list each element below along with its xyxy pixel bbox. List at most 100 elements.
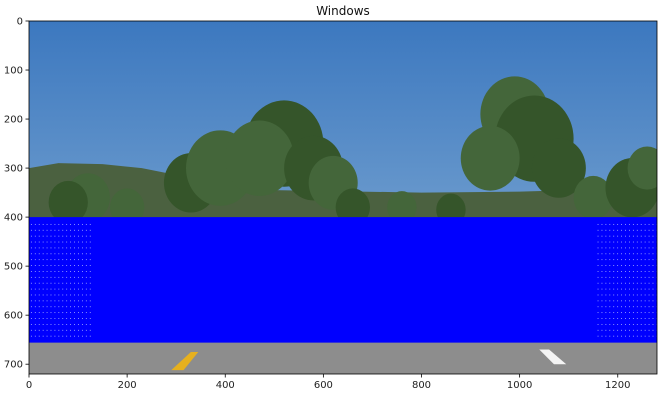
window-dot [30,306,32,308]
window-dot [30,318,32,319]
window-dot [58,259,60,261]
window-dot [89,318,91,319]
window-dot [621,282,622,284]
window-dot [636,265,638,266]
window-dot [70,247,72,249]
window-dot [605,329,607,331]
window-dot [89,329,91,331]
window-dot [38,229,40,231]
window-dot [42,271,44,272]
window-dot [636,335,638,337]
window-dot [58,235,60,237]
window-dot [70,300,72,302]
window-dot [38,253,40,255]
window-dot [58,276,60,278]
window-dot [62,241,64,243]
window-dot [625,312,626,314]
window-dot [42,276,44,278]
window-dot [629,265,630,266]
window-dot [652,329,654,331]
window-dot [62,271,64,272]
window-dot [81,223,83,225]
window-dot [609,276,611,278]
window-dot [617,265,619,266]
window-dot [78,241,79,243]
window-dot [632,235,634,237]
window-dot [601,318,603,319]
window-dot [78,247,79,249]
window-dot [640,312,642,314]
window-dot [78,300,79,302]
tree-canopy [531,138,586,198]
window-dot [62,276,64,278]
window-dot [81,259,83,261]
window-dot [636,253,638,255]
window-dot [38,300,40,302]
window-dot [34,223,36,225]
window-dot [30,288,32,290]
window-dot [632,323,634,325]
window-dot [644,259,646,261]
window-dot [625,241,626,243]
window-dot [597,276,599,278]
window-dot [640,223,642,225]
window-dot [50,335,52,337]
window-dot [85,229,87,231]
window-dot [625,318,626,319]
window-dot [648,247,650,249]
window-dot [30,271,32,272]
window-dot [597,300,599,302]
window-dot [42,329,44,331]
road [29,339,657,374]
window-dot [46,323,48,325]
window-dot [78,306,79,308]
window-dot [629,306,630,308]
window-dot [34,323,36,325]
window-dot [58,265,60,266]
window-dot [621,271,622,272]
window-dot [46,294,48,296]
window-dot [81,288,83,290]
window-dot [58,318,60,319]
window-dot [597,241,599,243]
window-dot [70,306,72,308]
chart-title: Windows [316,4,370,18]
window-dot [54,282,56,284]
window-dot [62,259,64,261]
window-dot [621,223,622,225]
window-dot [54,253,56,255]
window-dot [46,300,48,302]
window-dot [605,312,607,314]
window-dot [30,265,32,266]
window-dot [42,300,44,302]
window-dot [597,294,599,296]
window-dot [46,241,48,243]
y-tick-label: 600 [4,311,23,322]
window-dot [81,323,83,325]
window-dot [34,241,36,243]
window-dot [78,294,79,296]
window-dot [597,288,599,290]
window-dot [58,271,60,272]
window-dot [644,294,646,296]
window-dot [632,223,634,225]
window-dot [46,282,48,284]
window-dot [66,247,68,249]
window-dot [54,235,56,237]
window-dot [78,323,79,325]
window-dot [629,259,630,261]
window-dot [648,294,650,296]
x-tick-label: 1000 [507,380,532,391]
window-dot [62,306,64,308]
window-dot [625,306,626,308]
window-dot [30,323,32,325]
window-dot [58,288,60,290]
window-dot [50,229,52,231]
window-dot [625,265,626,266]
window-dot [62,312,64,314]
window-dot [85,253,87,255]
window-dot [617,288,619,290]
window-dot [78,265,79,266]
window-dot [89,271,91,272]
window-dot [46,259,48,261]
